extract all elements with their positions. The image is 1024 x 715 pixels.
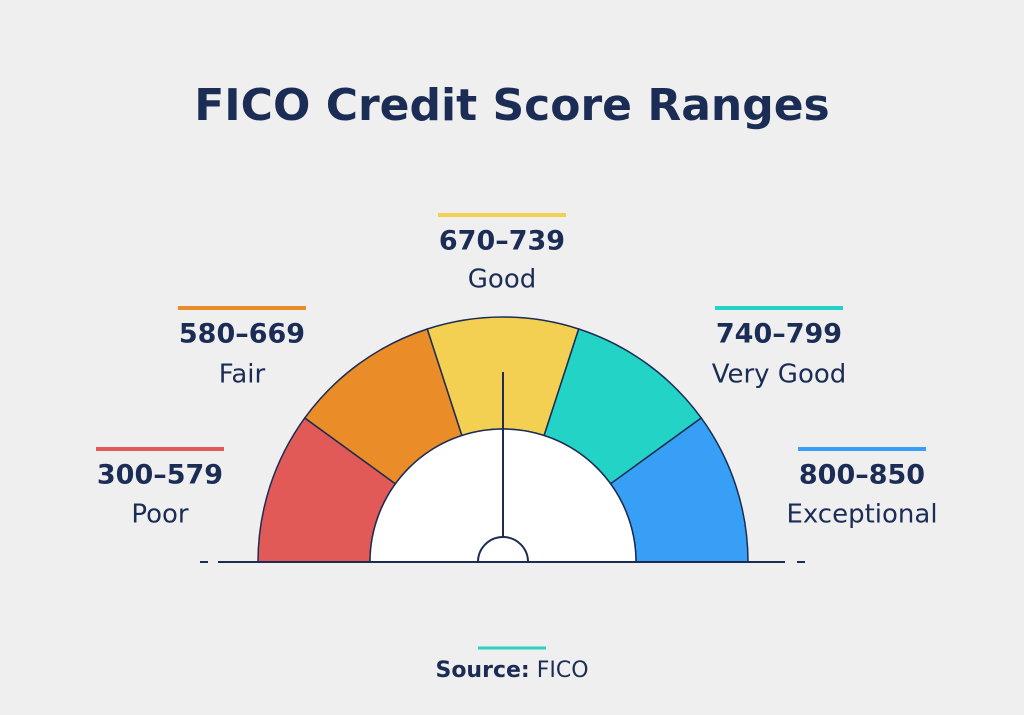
source-label: Source: bbox=[435, 658, 529, 683]
title: FICO Credit Score Ranges bbox=[194, 80, 830, 131]
range-label: Good bbox=[468, 265, 536, 295]
gauge bbox=[257, 316, 749, 563]
range-value: 800–850 bbox=[799, 460, 925, 491]
range-value: 300–579 bbox=[97, 460, 223, 491]
range-label: Very Good bbox=[712, 360, 847, 390]
needle-hub bbox=[476, 536, 530, 563]
range-label: Exceptional bbox=[786, 500, 937, 530]
range-label: Fair bbox=[219, 360, 266, 390]
range-value: 580–669 bbox=[179, 319, 305, 350]
range-value: 740–799 bbox=[716, 319, 842, 350]
source-value: FICO bbox=[537, 658, 589, 683]
range-label: Poor bbox=[131, 500, 189, 530]
range-value: 670–739 bbox=[439, 226, 565, 257]
source: Source: FICO bbox=[435, 658, 588, 683]
